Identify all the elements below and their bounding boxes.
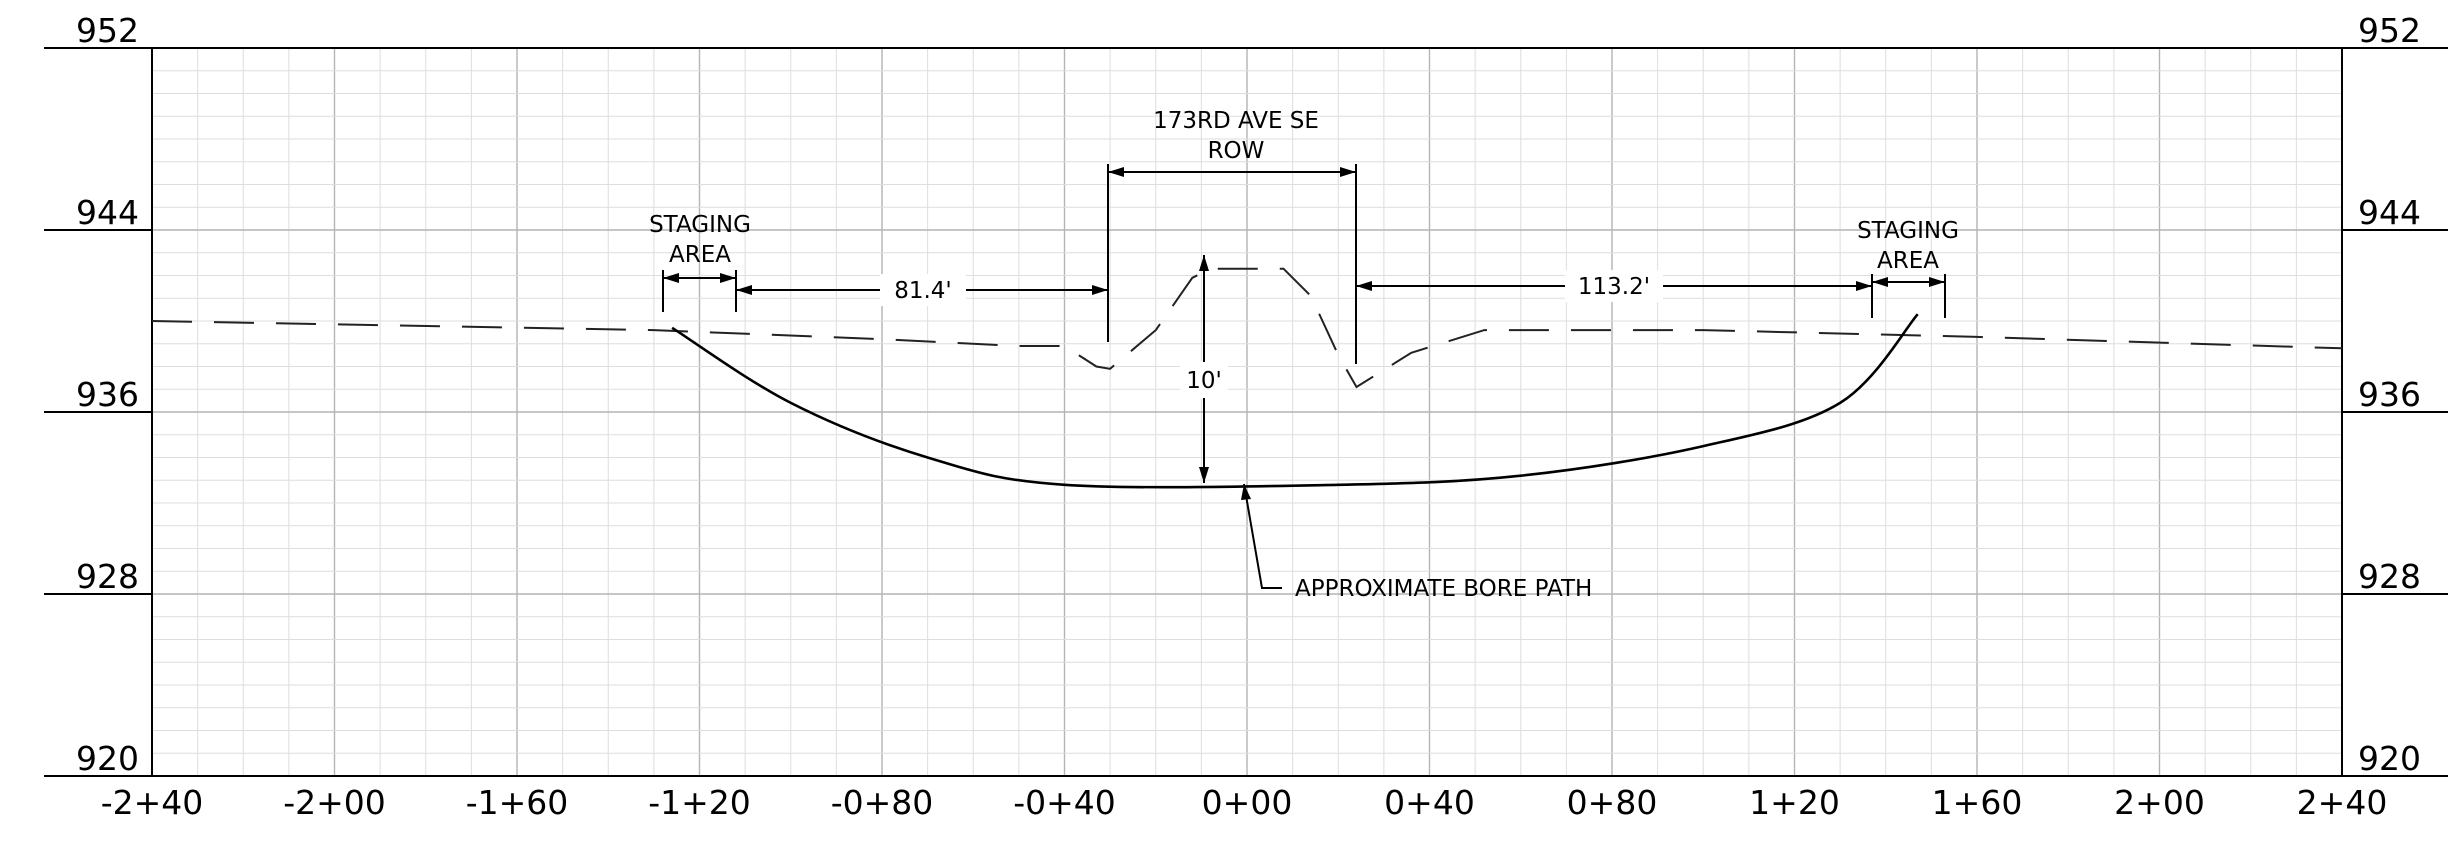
arrowhead — [663, 273, 679, 283]
elevation-axis-right: 952 944 936 928 920 — [2342, 11, 2448, 778]
bore-path-label: APPROXIMATE BORE PATH — [1295, 576, 1592, 602]
profile-grid — [151, 47, 2343, 777]
elevation-label: 952 — [2358, 11, 2421, 50]
left-offset-dimension: 81.4' — [736, 274, 1108, 306]
elevation-label: 936 — [76, 375, 139, 414]
station-label: -1+60 — [466, 783, 569, 822]
right-offset-label: 113.2' — [1578, 274, 1650, 300]
arrowhead — [720, 273, 736, 283]
station-label: 2+40 — [2297, 783, 2388, 822]
elevation-label: 952 — [76, 11, 139, 50]
staging-area-left-label: STAGING — [649, 212, 751, 238]
arrowhead — [1872, 277, 1888, 287]
station-label: 0+00 — [1202, 783, 1293, 822]
leader-line — [1243, 483, 1282, 589]
staging-area-left-label: AREA — [669, 242, 731, 268]
station-label: 1+60 — [1932, 783, 2023, 822]
arrowhead — [1241, 484, 1251, 500]
arrowhead — [1929, 277, 1945, 287]
arrowhead — [1856, 281, 1872, 291]
elevation-label: 944 — [76, 193, 139, 232]
station-axis: -2+40 -2+00 -1+60 -1+20 -0+80 -0+40 0+00… — [101, 783, 2388, 822]
left-offset-label: 81.4' — [894, 278, 952, 304]
elevation-label: 936 — [2358, 375, 2421, 414]
arrowhead — [1199, 255, 1209, 271]
station-label: -2+00 — [283, 783, 386, 822]
arrowhead — [1199, 467, 1209, 483]
cover-depth-dimension: 10' — [1180, 255, 1228, 483]
station-label: 1+20 — [1749, 783, 1840, 822]
elevation-label: 920 — [76, 739, 139, 778]
staging-area-right-label: STAGING — [1857, 218, 1959, 244]
station-label: 2+00 — [2114, 783, 2205, 822]
station-label: -0+40 — [1013, 783, 1116, 822]
dimension-text-mask — [1565, 270, 1663, 302]
elevation-label: 928 — [76, 557, 139, 596]
elevation-label: 928 — [2358, 557, 2421, 596]
existing-ground-line — [151, 267, 2343, 389]
station-label: -1+20 — [648, 783, 751, 822]
arrowhead — [1092, 285, 1108, 295]
staging-area-left: STAGING AREA — [649, 212, 751, 312]
cover-depth-label: 10' — [1186, 368, 1222, 394]
row-label: 173RD AVE SE — [1153, 108, 1319, 134]
bore-path-line — [671, 313, 1919, 489]
arrowhead — [1356, 281, 1372, 291]
right-offset-dimension: 113.2' — [1356, 270, 1872, 302]
station-label: 0+80 — [1567, 783, 1658, 822]
staging-area-right-label: AREA — [1877, 248, 1939, 274]
bore-path-leader: APPROXIMATE BORE PATH — [1241, 483, 1592, 602]
station-label: -0+80 — [831, 783, 934, 822]
row-dimension: 173RD AVE SE ROW — [1107, 108, 1357, 364]
dimension-text-mask — [1180, 362, 1228, 398]
arrowhead — [1108, 167, 1124, 177]
arrowhead — [1340, 167, 1356, 177]
arrowhead — [736, 285, 752, 295]
station-label: -2+40 — [101, 783, 204, 822]
elevation-label: 920 — [2358, 739, 2421, 778]
station-label: 0+40 — [1384, 783, 1475, 822]
staging-area-right: STAGING AREA — [1857, 218, 1959, 318]
elevation-axis-left: 952 944 936 928 920 — [44, 11, 152, 778]
row-label: ROW — [1208, 138, 1265, 164]
elevation-label: 944 — [2358, 193, 2421, 232]
dimension-text-mask — [880, 274, 966, 306]
